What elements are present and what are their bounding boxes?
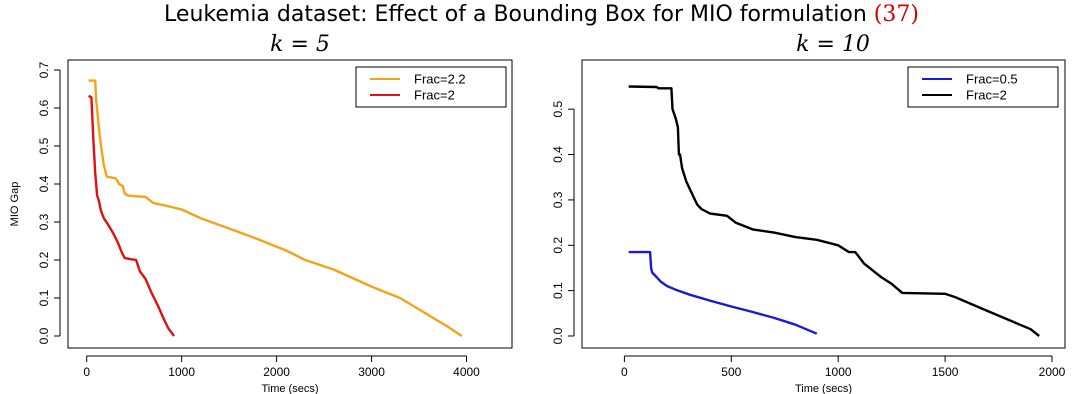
panel1-series-line-1 — [88, 79, 463, 337]
panel1-y-tick-label: 0.5 — [37, 137, 51, 154]
panel2-x-tick-label: 1500 — [932, 365, 959, 379]
panel2-x-tick-label: 0 — [621, 365, 628, 379]
panel1-x-axis-label: Time (secs) — [261, 383, 318, 394]
equation-reference: (37) — [873, 2, 919, 27]
panel1-y-axis-label: MIO Gap — [9, 182, 21, 227]
panel1-plot-frame — [67, 59, 513, 349]
panel1-subtitle: k = 5 — [270, 32, 330, 57]
panel2-y-tick-label: 0.5 — [551, 101, 565, 118]
panel1-x-tick-label: 2000 — [263, 365, 290, 379]
panel2-y-tick-label: 0.2 — [551, 237, 565, 254]
panel1-legend-label-1: Frac=2.2 — [414, 72, 466, 87]
panel2-legend-label-2: Frac=2 — [966, 88, 1007, 103]
panel1-series-line-2 — [88, 94, 176, 337]
panel2-y-tick-label: 0.1 — [551, 282, 565, 299]
panel2-y-tick-label: 0.0 — [551, 327, 565, 344]
panel2-x-tick-label: 2000 — [1039, 365, 1066, 379]
panel2-x-tick-label: 1000 — [825, 365, 852, 379]
panel2-plot-frame — [581, 59, 1066, 349]
panel1-y-tick-label: 0.3 — [37, 213, 51, 230]
panel2-y-tick-label: 0.4 — [551, 146, 565, 163]
panel2-series-line-2 — [628, 85, 1040, 337]
figure-title-text: Leukemia dataset: Effect of a Bounding B… — [164, 2, 867, 27]
panel1-y-tick-label: 0.4 — [37, 175, 51, 192]
panel1-y-tick-label: 0.6 — [37, 99, 51, 116]
panel1-y-tick-label: 0.1 — [37, 289, 51, 306]
panel2-legend-box — [907, 66, 1059, 108]
panel1-x-tick-label: 3000 — [358, 365, 385, 379]
panel1-x-tick-label: 0 — [83, 365, 90, 379]
panel1-legend-label-2: Frac=2 — [414, 88, 455, 103]
panel1-x-tick-label: 4000 — [453, 365, 480, 379]
panel1-x-tick-label: 1000 — [168, 365, 195, 379]
panel1-y-tick-label: 0.7 — [37, 61, 51, 78]
panel2-subtitle: k = 10 — [796, 32, 870, 57]
panel2-y-tick-label: 0.3 — [551, 191, 565, 208]
panel2-x-tick-label: 500 — [721, 365, 741, 379]
panel2-series-line-1 — [628, 250, 818, 335]
panel2-legend-label-1: Frac=0.5 — [966, 72, 1018, 87]
panel1-legend-box — [355, 66, 507, 108]
figure-title: Leukemia dataset: Effect of a Bounding B… — [0, 0, 1083, 30]
panel1-y-tick-label: 0.0 — [37, 327, 51, 344]
panel2-x-axis-label: Time (secs) — [795, 383, 852, 394]
panel1-y-tick-label: 0.2 — [37, 251, 51, 268]
